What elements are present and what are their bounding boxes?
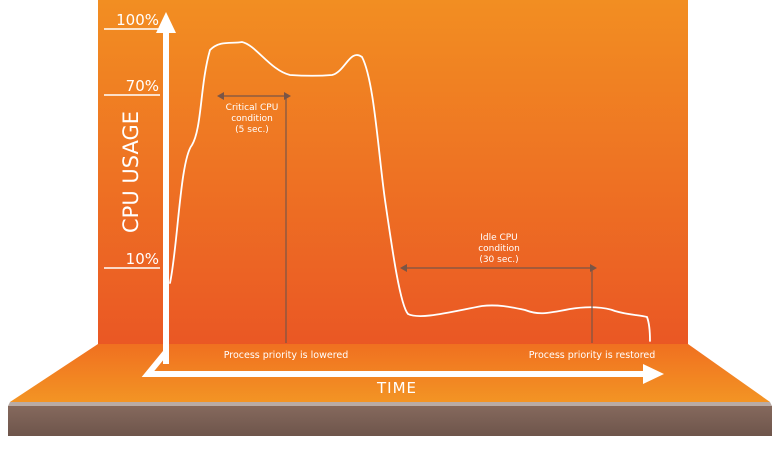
slab-top-edge [8,402,772,406]
idle-duration-arrow [400,264,597,272]
critical-annotation: Critical CPU condition (5 sec.) [226,103,279,135]
x-axis-title: TIME [376,379,417,397]
tick-label-100: 100% [116,11,159,29]
idle-line-1: Idle CPU [480,233,518,243]
idle-line-2: condition [478,244,520,254]
critical-line-3: (5 sec.) [235,125,269,135]
idle-line-3: (30 sec.) [479,255,518,265]
axes [141,12,664,384]
x-axis-line [141,350,646,377]
y-tick-lines [104,28,160,269]
restored-label: Process priority is restored [529,350,656,361]
y-axis-title: CPU USAGE [119,111,143,233]
x-axis-arrowhead [643,364,664,384]
lowered-label: Process priority is lowered [224,350,349,361]
idle-annotation: Idle CPU condition (30 sec.) [478,233,520,265]
cpu-usage-curve [169,41,651,342]
critical-line-2: condition [231,114,273,124]
background-wall [98,0,688,346]
tick-label-70: 70% [126,77,159,95]
tick-label-10: 10% [126,250,159,268]
slab-side [8,406,772,436]
critical-duration-arrow [217,92,291,100]
y-axis-arrowhead [156,12,176,33]
markers [285,96,593,343]
critical-line-1: Critical CPU [226,103,279,113]
